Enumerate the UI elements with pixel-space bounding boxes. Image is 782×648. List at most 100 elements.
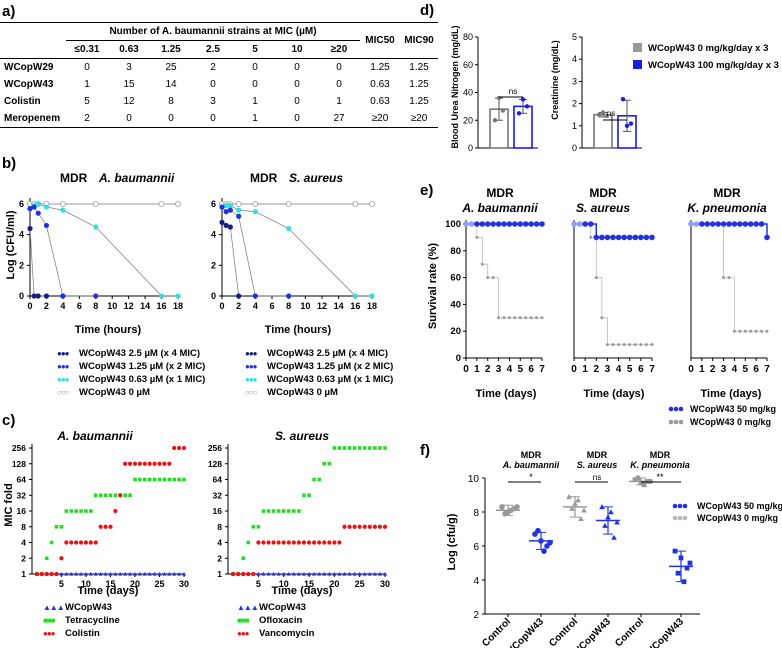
data-point — [367, 524, 372, 529]
data-point — [347, 571, 352, 576]
data-point — [581, 507, 587, 513]
data-point — [108, 524, 113, 529]
table-cell: 0 — [66, 58, 108, 76]
x-tick-label: 16 — [350, 301, 360, 311]
data-point — [342, 571, 347, 576]
data-point — [103, 493, 108, 498]
data-point — [230, 571, 236, 577]
data-point — [236, 572, 240, 576]
data-point — [499, 504, 505, 510]
legend-marker: ▲▲▲ — [43, 603, 65, 612]
data-point — [236, 207, 242, 213]
data-point — [479, 221, 486, 227]
data-point — [142, 461, 147, 466]
data-point — [157, 571, 162, 576]
legend-marker — [677, 515, 683, 521]
table-cell: 1 — [252, 96, 258, 107]
legend-marker — [672, 503, 678, 509]
data-point — [266, 509, 271, 513]
data-point — [60, 293, 66, 299]
data-point — [137, 571, 142, 576]
table-group-header: Number of A. baumannii strains at MIC (µ… — [66, 22, 360, 41]
data-point — [227, 207, 233, 213]
x-tick-label: 0 — [27, 301, 32, 311]
data-point — [337, 540, 342, 545]
x-tick-label: 10 — [300, 301, 310, 311]
x-tick-label: 4 — [253, 301, 258, 311]
legend-swatch — [633, 60, 642, 69]
y-tick-label: 4 — [21, 538, 26, 548]
data-point — [230, 571, 236, 576]
data-point — [726, 221, 732, 227]
data-point — [176, 571, 182, 576]
legend-label: WCopW43 0.63 µM (x 1 MIC) — [267, 374, 394, 385]
data-point — [64, 571, 69, 576]
x-tick-label: 20 — [329, 579, 339, 589]
data-point — [103, 524, 108, 529]
data-point — [738, 329, 742, 333]
data-point — [54, 524, 59, 529]
series-line — [691, 223, 767, 332]
legend-marker: ■■■ — [237, 616, 250, 625]
data-point — [594, 276, 598, 280]
data-point — [246, 571, 251, 576]
data-point — [251, 571, 256, 576]
data-point — [157, 477, 162, 482]
x-tick-label: Control — [547, 616, 580, 648]
data-point — [357, 524, 362, 529]
data-point — [152, 477, 157, 482]
chart-f-mdr-3: MDR — [650, 450, 671, 460]
x-tick-label: 3 — [496, 364, 502, 375]
data-point — [127, 571, 133, 576]
table-row: Colistin 5 12 8 3 1 0 1 0.63 1.25 — [0, 93, 438, 110]
table-cell: ≥20 — [360, 110, 400, 128]
x-tick-label: 3 — [605, 364, 611, 375]
data-point — [181, 445, 187, 451]
x-tick-label: 10 — [107, 301, 117, 311]
data-point — [624, 123, 630, 128]
table-cell: 3 — [108, 58, 150, 76]
series-line — [221, 206, 289, 297]
data-point — [69, 509, 74, 513]
data-point — [227, 201, 234, 207]
data-point — [74, 571, 79, 576]
data-point — [251, 524, 256, 529]
table-cell: 2 — [192, 58, 234, 76]
y-tick-label: 2 — [572, 99, 577, 109]
x-tick-label: 1 — [699, 364, 705, 375]
y-tick-label: 0 — [456, 353, 461, 364]
legend-marker: ●●● — [245, 362, 258, 371]
data-point — [54, 571, 59, 577]
table-col-header: 2.5 — [206, 44, 220, 55]
data-point — [615, 234, 622, 241]
data-point — [286, 571, 291, 576]
data-point — [362, 571, 367, 576]
data-point — [633, 343, 637, 347]
data-point — [286, 540, 291, 545]
table-row: Meropenem 2 0 0 0 1 0 27 ≥20 ≥20 — [0, 110, 438, 128]
x-tick-label: Control — [480, 616, 513, 648]
y-tick-label: 6 — [473, 542, 479, 553]
data-point — [327, 571, 332, 576]
table-cell: 1 — [336, 96, 342, 107]
y-tick-label: 16 — [213, 506, 223, 516]
data-point — [301, 540, 307, 545]
table-cell: 0 — [336, 79, 342, 90]
data-point — [693, 221, 700, 227]
legend-marker: ■■■ — [43, 616, 56, 625]
table-cell: 5 — [84, 96, 90, 107]
x-tick-label: 7 — [539, 364, 545, 375]
x-tick-label: 5 — [743, 364, 749, 375]
x-tick-label: 8 — [93, 301, 98, 311]
data-point — [252, 293, 258, 299]
data-point — [31, 201, 38, 207]
chart-e-legend-0: WCopW43 0 mg/kg — [690, 417, 771, 427]
data-point — [261, 509, 266, 513]
y-tick-label: 16 — [17, 506, 27, 516]
data-point — [369, 293, 375, 299]
data-point — [167, 571, 172, 576]
data-point — [34, 571, 40, 576]
legend-marker — [682, 503, 688, 509]
legend-marker — [682, 515, 688, 521]
panel-label-d: d) — [420, 2, 435, 19]
